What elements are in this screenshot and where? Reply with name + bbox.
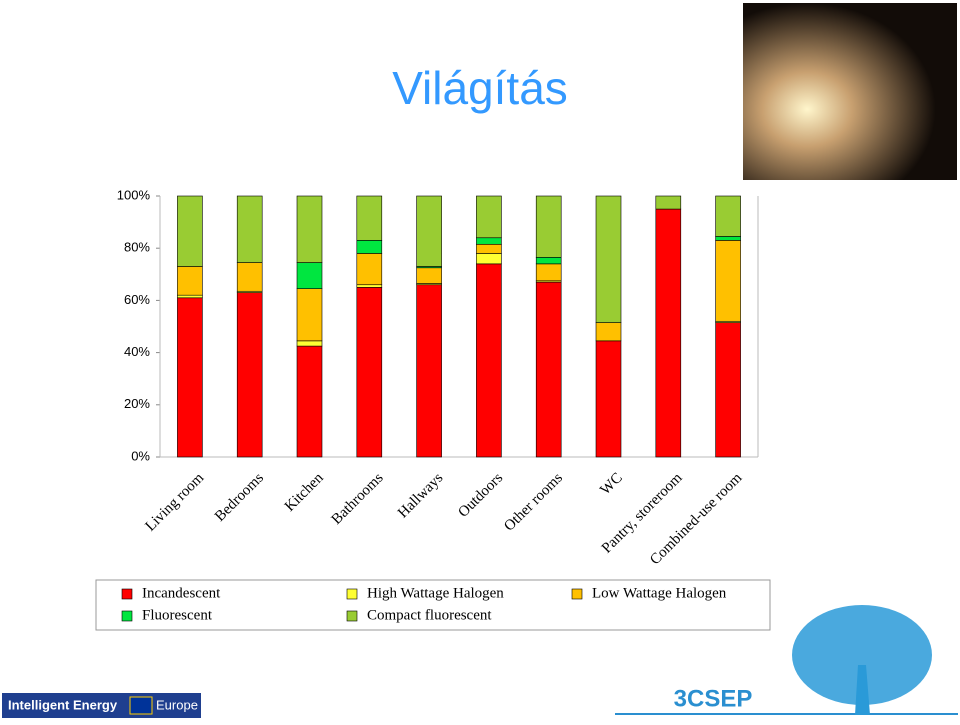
y-tick-label: 80%: [124, 240, 150, 255]
bar-segment: [296, 262, 323, 289]
legend-label: Compact fluorescent: [367, 607, 492, 623]
bar-segment: [416, 284, 442, 458]
region-name: Europe: [156, 697, 198, 712]
project-name: 3CSEP: [674, 685, 753, 712]
x-tick-label: WC: [597, 470, 625, 498]
bar-segment: [236, 195, 263, 263]
legend-label: Incandescent: [142, 585, 221, 601]
bar-segment: [236, 262, 263, 292]
legend-swatch: [121, 610, 133, 622]
bar-segment: [296, 288, 323, 342]
legend-label: Fluorescent: [142, 607, 213, 623]
bar-segment: [715, 195, 741, 237]
y-tick-label: 40%: [124, 344, 150, 359]
legend-swatch: [121, 588, 133, 600]
bar-segment: [476, 263, 502, 458]
bar-segment: [356, 240, 383, 254]
y-tick-label: 20%: [124, 396, 150, 411]
program-logo: [2, 693, 201, 718]
eu-flag: [129, 696, 153, 715]
bar-segment: [595, 322, 622, 342]
legend-swatch: [571, 588, 583, 600]
bar-segment: [476, 253, 502, 265]
bar-segment: [535, 195, 562, 258]
x-tick-label: Bedrooms: [212, 470, 267, 525]
bar-segment: [715, 322, 741, 458]
x-tick-label: Outdoors: [455, 470, 506, 521]
bar-segment: [416, 267, 442, 284]
legend-label: Low Wattage Halogen: [592, 585, 727, 601]
bar-segment: [476, 237, 502, 245]
bar-segment: [595, 340, 622, 458]
bar-segment: [535, 281, 562, 458]
bar-segment: [655, 208, 682, 458]
bar-segment: [177, 266, 203, 296]
bar-segment: [595, 195, 622, 323]
bar-segment: [356, 284, 383, 288]
bar-segment: [296, 345, 323, 458]
legend-swatch: [346, 588, 358, 600]
bar-segment: [476, 243, 502, 254]
x-tick-label: Living room: [143, 470, 208, 535]
chart: 0% 20% 40% 60% 80% 100% Living room Bedrooms Kit…: [117, 187, 759, 623]
x-tick-label: Kitchen: [282, 470, 327, 515]
bar-segment: [476, 195, 502, 239]
slide-title: Világítás: [392, 62, 568, 114]
bar-segment: [416, 195, 442, 267]
bar-segment: [296, 340, 323, 347]
y-tick-label: 60%: [124, 292, 150, 307]
y-tick-label: 100%: [117, 187, 151, 202]
bar-segment: [356, 253, 383, 286]
program-name: Intelligent Energy: [8, 697, 118, 712]
bar-segment: [296, 195, 323, 263]
bar-segment: [715, 240, 741, 322]
bar-segment: [177, 195, 203, 267]
tree-logo: [792, 605, 932, 715]
x-tick-label: Hallways: [395, 470, 446, 521]
bar-segment: [236, 292, 263, 458]
legend-label: High Wattage Halogen: [367, 585, 504, 601]
bar-segment: [356, 287, 383, 458]
bar-segment: [177, 297, 203, 458]
bar-segment: [715, 236, 741, 241]
bar-segment: [655, 195, 682, 210]
legend-swatch: [346, 610, 358, 622]
bar-segment: [177, 294, 203, 299]
photo: [743, 3, 957, 180]
bar-segment: [535, 263, 562, 282]
legend-box: [95, 579, 771, 631]
bar-segment: [356, 195, 383, 241]
bar-segment: [535, 257, 562, 265]
x-tick-label: Bathrooms: [329, 470, 387, 528]
y-tick-label: 0%: [131, 448, 150, 463]
x-tick-label: Other rooms: [501, 470, 566, 535]
